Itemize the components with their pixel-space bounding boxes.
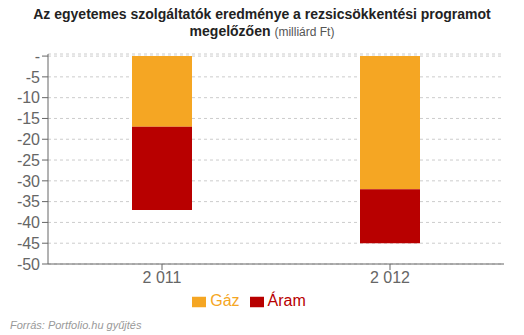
- svg-text:2 012: 2 012: [370, 269, 410, 286]
- svg-text:-50: -50: [17, 256, 40, 273]
- svg-text:-10: -10: [17, 89, 40, 106]
- svg-text:-: -: [35, 48, 40, 65]
- html-text:Forrás: Portfolio.hu gyűjtés: Forrás: Portfolio.hu gyűjtés: [10, 319, 142, 331]
- svg-text:-40: -40: [17, 214, 40, 231]
- html-text:Az egyetemes szolgáltatók ered: Az egyetemes szolgáltatók eredménye a re…: [33, 6, 491, 39]
- svg-text:-30: -30: [17, 173, 40, 190]
- svg-text:-20: -20: [17, 131, 40, 148]
- html-text:Gáz: Gáz: [210, 292, 240, 309]
- svg-text:-25: -25: [17, 152, 40, 169]
- svg-text:-35: -35: [17, 193, 40, 210]
- svg-text:-45: -45: [17, 235, 40, 252]
- svg-text:-15: -15: [17, 110, 40, 127]
- html-text:Áram: Áram: [267, 292, 306, 309]
- svg-text:-5: -5: [26, 69, 40, 86]
- svg-text:2 011: 2 011: [143, 269, 182, 286]
